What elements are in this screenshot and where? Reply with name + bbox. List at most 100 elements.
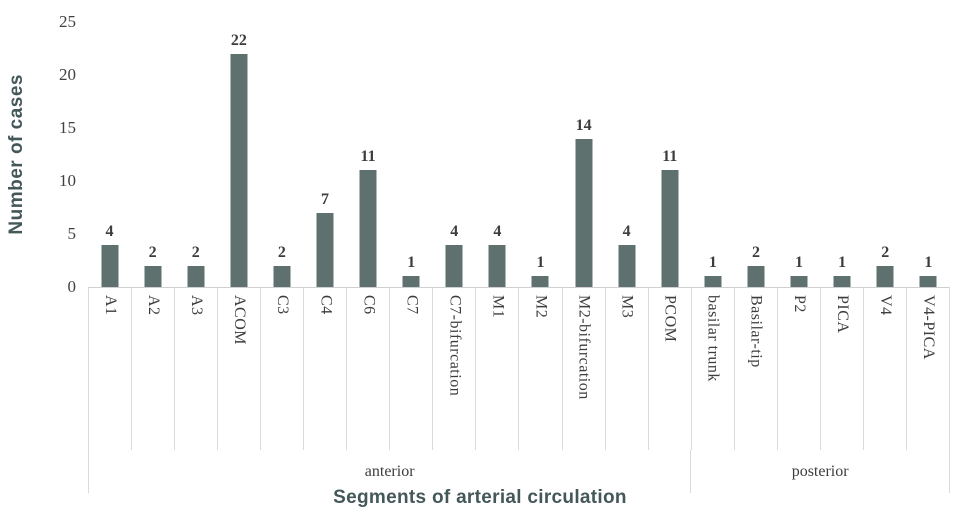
category-label: ACOM <box>231 295 249 346</box>
bar-slot: 2 <box>131 22 174 287</box>
bar <box>919 276 937 287</box>
category-slot: A3 <box>175 287 219 450</box>
y-tick-label: 0 <box>67 277 77 296</box>
category-label: A3 <box>188 295 206 316</box>
y-tick-label: 20 <box>59 65 76 84</box>
category-slot: basilar trunk <box>692 287 735 450</box>
category-label: C7 <box>403 295 421 315</box>
bar <box>445 244 463 287</box>
category-label: Basilar-tip <box>747 295 765 368</box>
category-label: M2 <box>532 295 550 319</box>
category-label: M2-bifurcation <box>575 295 593 400</box>
bar <box>316 212 334 287</box>
bar <box>618 244 636 287</box>
bar-slot: 4 <box>476 22 519 287</box>
bar-value-label: 4 <box>105 222 114 240</box>
bar-value-label: 4 <box>450 222 459 240</box>
bar-slot: 11 <box>648 22 691 287</box>
bar-slot: 2 <box>864 22 907 287</box>
category-label: A1 <box>102 295 120 316</box>
category-slot: ACOM <box>218 287 262 450</box>
bar-value-label: 1 <box>924 254 933 272</box>
bar <box>359 170 377 287</box>
category-slot: V4 <box>864 287 907 450</box>
category-label: C3 <box>274 295 292 315</box>
category-slot: C6 <box>347 287 391 450</box>
bar-value-label: 2 <box>148 243 157 261</box>
bar <box>661 170 679 287</box>
plot-area: 4 2 2 22 2 7 11 1 4 4 1 14 4 11 1 2 1 1 2 1 <box>88 22 950 287</box>
category-slot: A2 <box>132 287 176 450</box>
category-label: PICA <box>833 295 851 334</box>
bar-slot: 4 <box>433 22 476 287</box>
bar-value-label: 2 <box>191 243 200 261</box>
bar-value-label: 14 <box>575 116 592 134</box>
bar-slot: 14 <box>562 22 605 287</box>
bar-value-label: 2 <box>881 243 890 261</box>
y-axis-title: Number of cases <box>2 22 32 287</box>
y-tick-label: 25 <box>59 12 76 31</box>
bar-value-label: 1 <box>795 254 804 272</box>
bar-slot: 7 <box>303 22 346 287</box>
category-label: PCOM <box>661 295 679 343</box>
bar-value-label: 11 <box>662 148 678 166</box>
bar <box>187 265 205 287</box>
bar <box>230 53 248 287</box>
bar-value-label: 11 <box>360 148 376 166</box>
category-slot: M2 <box>519 287 563 450</box>
bar <box>402 276 420 287</box>
category-label: C4 <box>317 295 335 315</box>
bar <box>531 276 549 287</box>
category-label: A2 <box>145 295 163 316</box>
category-slot: P2 <box>778 287 821 450</box>
bar-slot: 11 <box>347 22 390 287</box>
bar <box>101 244 119 287</box>
category-slot: C7 <box>390 287 434 450</box>
y-tick-label: 10 <box>59 171 76 190</box>
bar-value-label: 1 <box>536 254 545 272</box>
category-slot: PCOM <box>649 287 692 450</box>
category-slot: M1 <box>476 287 520 450</box>
bar-slot: 1 <box>519 22 562 287</box>
bar <box>790 276 808 287</box>
category-slot: PICA <box>821 287 864 450</box>
category-slot: Basilar-tip <box>735 287 778 450</box>
bar-slot: 1 <box>691 22 734 287</box>
bar <box>575 138 593 287</box>
bar-slot: 2 <box>174 22 217 287</box>
category-slot: A1 <box>88 287 133 450</box>
bar-slot: 1 <box>390 22 433 287</box>
group-axis: anterior posterior <box>88 450 950 493</box>
bar-slot: 1 <box>907 22 950 287</box>
bar <box>876 265 894 287</box>
category-label: M1 <box>489 295 507 319</box>
group-cell-posterior: posterior <box>691 450 950 493</box>
category-label: V4-PICA <box>919 295 937 360</box>
category-slot: M3 <box>606 287 649 450</box>
bar <box>747 265 765 287</box>
group-label: posterior <box>791 462 849 480</box>
category-slot: V4-PICA <box>907 287 950 450</box>
bar-slot: 4 <box>605 22 648 287</box>
bar <box>704 276 722 287</box>
category-label: C6 <box>360 295 378 315</box>
bar-slot: 1 <box>778 22 821 287</box>
bar-slot: 22 <box>217 22 260 287</box>
category-slot: C7-bifurcation <box>433 287 477 450</box>
bar-slot: 1 <box>821 22 864 287</box>
bar-value-label: 7 <box>321 190 330 208</box>
x-axis-title: Segments of arterial circulation <box>333 487 627 508</box>
category-slot: C3 <box>261 287 305 450</box>
group-cell-anterior: anterior <box>88 450 692 493</box>
bar-value-label: 4 <box>493 222 502 240</box>
bar-value-label: 2 <box>751 243 760 261</box>
y-tick-label: 15 <box>59 118 76 137</box>
group-label: anterior <box>364 462 415 480</box>
category-label: V4 <box>876 295 894 316</box>
bar-value-label: 22 <box>230 31 247 49</box>
bar-slot: 2 <box>734 22 777 287</box>
y-axis-title-text: Number of cases <box>6 74 27 235</box>
category-slot: C4 <box>304 287 348 450</box>
bar-value-label: 2 <box>277 243 286 261</box>
bar-value-label: 1 <box>708 254 717 272</box>
